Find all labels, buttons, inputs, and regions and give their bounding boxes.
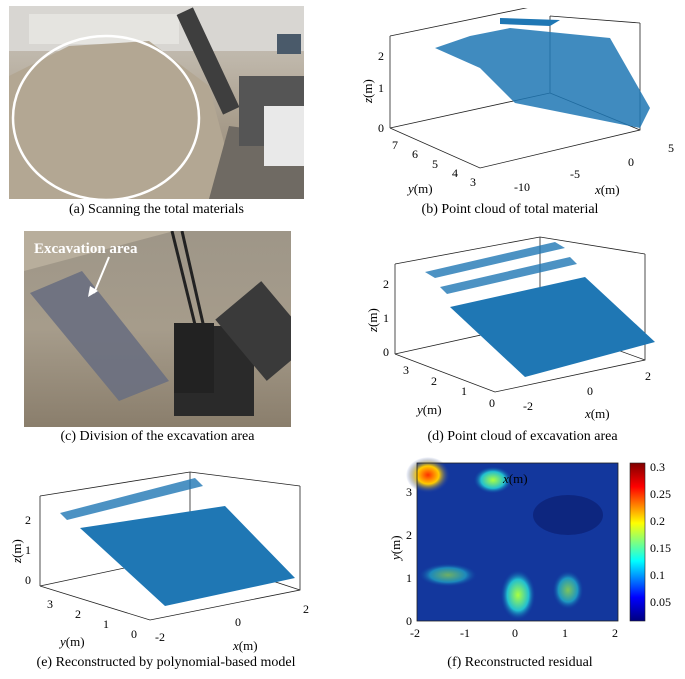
- colorbar: [629, 462, 646, 622]
- caption-b: (b) Point cloud of total material: [421, 202, 599, 217]
- tick: 1: [103, 617, 109, 631]
- colorbar-tick: 0.1: [650, 568, 665, 582]
- tick: 1: [25, 543, 31, 557]
- z-ticks-b: 0 1 2: [378, 49, 384, 135]
- point-cloud-b: [435, 28, 650, 128]
- point-cloud-e: [80, 506, 295, 606]
- tick: 2: [431, 374, 437, 388]
- photo-excavation-area: Excavation area: [24, 231, 291, 427]
- colorbar-tick: 0.15: [650, 541, 671, 555]
- tick: 2: [25, 513, 31, 527]
- y-axis-label-b: y(m): [406, 181, 433, 196]
- caption-d: (d) Point cloud of excavation area: [427, 429, 618, 444]
- y-ticks-b: 7 6 5 4 3: [392, 138, 476, 189]
- tick: 3: [403, 363, 409, 377]
- tick: 0: [512, 626, 518, 640]
- tick: 0: [628, 155, 634, 169]
- tick: 1: [562, 626, 568, 640]
- tick: 2: [612, 626, 618, 640]
- x-axis-label-b: x(m): [594, 182, 620, 197]
- plot-point-cloud-total: 0 1 2 7 6 5 4 3 -10 -5 0 5 z(m) y(m) x(m…: [360, 8, 674, 197]
- photo-scanning-materials: [9, 6, 304, 199]
- tick: 2: [378, 49, 384, 63]
- tick: 4: [452, 166, 458, 180]
- tick: 2: [383, 277, 389, 291]
- colorbar-tick: 0.05: [650, 595, 671, 609]
- tick: 3: [406, 485, 412, 499]
- tick: 2: [406, 528, 412, 542]
- plot-reconstructed-residual: 0 1 2 3 -2 -1 0 1 2 y(m) x(m) 0.3 0.25 0…: [388, 457, 671, 640]
- tick: -5: [570, 167, 580, 181]
- tick: 0: [587, 384, 593, 398]
- x-ticks-b: -10 -5 0 5: [514, 141, 674, 194]
- tick: 0: [131, 627, 137, 641]
- plot-point-cloud-excavation: 0 1 2 3 2 1 0 -2 0 2 z(m) y(m) x(m): [365, 236, 655, 421]
- excavation-area-overlay: [30, 271, 169, 401]
- tick: 0: [235, 615, 241, 629]
- tick: 2: [75, 607, 81, 621]
- tick: 1: [461, 384, 467, 398]
- plot-reconstructed-model: 0 1 2 3 2 1 0 -2 0 2 z(m) y(m) x(m): [9, 471, 309, 653]
- colorbar-tick: 0.25: [650, 487, 671, 501]
- caption-a: (a) Scanning the total materials: [69, 202, 244, 217]
- x-axis-label-f: x(m): [502, 471, 528, 486]
- tick: 0: [25, 573, 31, 587]
- colorbar-tick: 0.3: [650, 460, 665, 474]
- colorbar-tick: 0.2: [650, 514, 665, 528]
- caption-f: (f) Reconstructed residual: [447, 655, 593, 670]
- caption-e: (e) Reconstructed by polynomial-based mo…: [36, 655, 296, 670]
- tick: 5: [668, 141, 674, 155]
- caption-c: (c) Division of the excavation area: [60, 429, 255, 444]
- tick: -2: [523, 399, 533, 413]
- tick: 6: [412, 147, 418, 161]
- z-axis-label-d: z(m): [365, 308, 380, 333]
- tick: 0: [406, 614, 412, 628]
- y-axis-label-d: y(m): [415, 402, 442, 417]
- y-axis-label-f: y(m): [388, 535, 403, 562]
- tick: -2: [410, 626, 420, 640]
- tick: 2: [645, 369, 651, 383]
- tick: 5: [432, 157, 438, 171]
- y-axis-label-e: y(m): [58, 634, 85, 649]
- tick: -2: [155, 630, 165, 644]
- tick: -10: [514, 180, 530, 194]
- tick: 3: [470, 175, 476, 189]
- tick: 3: [47, 597, 53, 611]
- tick: 7: [392, 138, 398, 152]
- tick: 1: [378, 81, 384, 95]
- tick: 0: [383, 345, 389, 359]
- tick: 2: [303, 602, 309, 616]
- x-axis-label-e: x(m): [232, 638, 258, 653]
- point-cloud-d: [450, 277, 655, 377]
- tick: -1: [460, 626, 470, 640]
- tick: 0: [489, 396, 495, 410]
- excavation-area-label: Excavation area: [34, 241, 138, 257]
- tick: 1: [406, 571, 412, 585]
- tick: 0: [378, 121, 384, 135]
- x-axis-label-d: x(m): [584, 406, 610, 421]
- tick: 1: [383, 311, 389, 325]
- z-axis-label-b: z(m): [360, 79, 375, 104]
- z-axis-label-e: z(m): [9, 539, 24, 564]
